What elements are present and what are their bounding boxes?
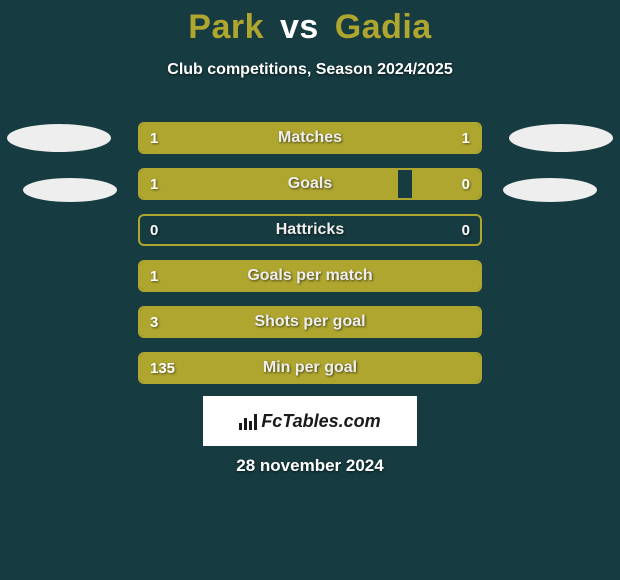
stat-label: Goals bbox=[140, 170, 480, 198]
stat-label: Shots per goal bbox=[140, 308, 480, 336]
player1-name: Park bbox=[188, 8, 264, 46]
stat-row: 3Shots per goal bbox=[138, 306, 482, 338]
page-title: Park vs Gadia bbox=[0, 0, 620, 47]
player2-badge-top bbox=[509, 124, 613, 152]
stat-label: Matches bbox=[140, 124, 480, 152]
stat-label: Hattricks bbox=[140, 216, 480, 244]
comparison-bars: 11Matches 10Goals 00Hattricks 1Goals per ma… bbox=[138, 122, 482, 398]
subtitle: Club competitions, Season 2024/2025 bbox=[0, 61, 620, 79]
logo-text: FcTables.com bbox=[261, 411, 380, 432]
vs-text: vs bbox=[280, 8, 319, 46]
stat-row: 10Goals bbox=[138, 168, 482, 200]
stat-row: 00Hattricks bbox=[138, 214, 482, 246]
stat-row: 135Min per goal bbox=[138, 352, 482, 384]
player2-badge-mid bbox=[503, 178, 597, 202]
stat-label: Goals per match bbox=[140, 262, 480, 290]
stat-label: Min per goal bbox=[140, 354, 480, 382]
stat-row: 11Matches bbox=[138, 122, 482, 154]
bar-chart-icon bbox=[239, 412, 259, 430]
player2-name: Gadia bbox=[335, 8, 432, 46]
player1-badge-mid bbox=[23, 178, 117, 202]
logo: FcTables.com bbox=[203, 396, 417, 446]
date: 28 november 2024 bbox=[0, 456, 620, 476]
stat-row: 1Goals per match bbox=[138, 260, 482, 292]
player1-badge-top bbox=[7, 124, 111, 152]
